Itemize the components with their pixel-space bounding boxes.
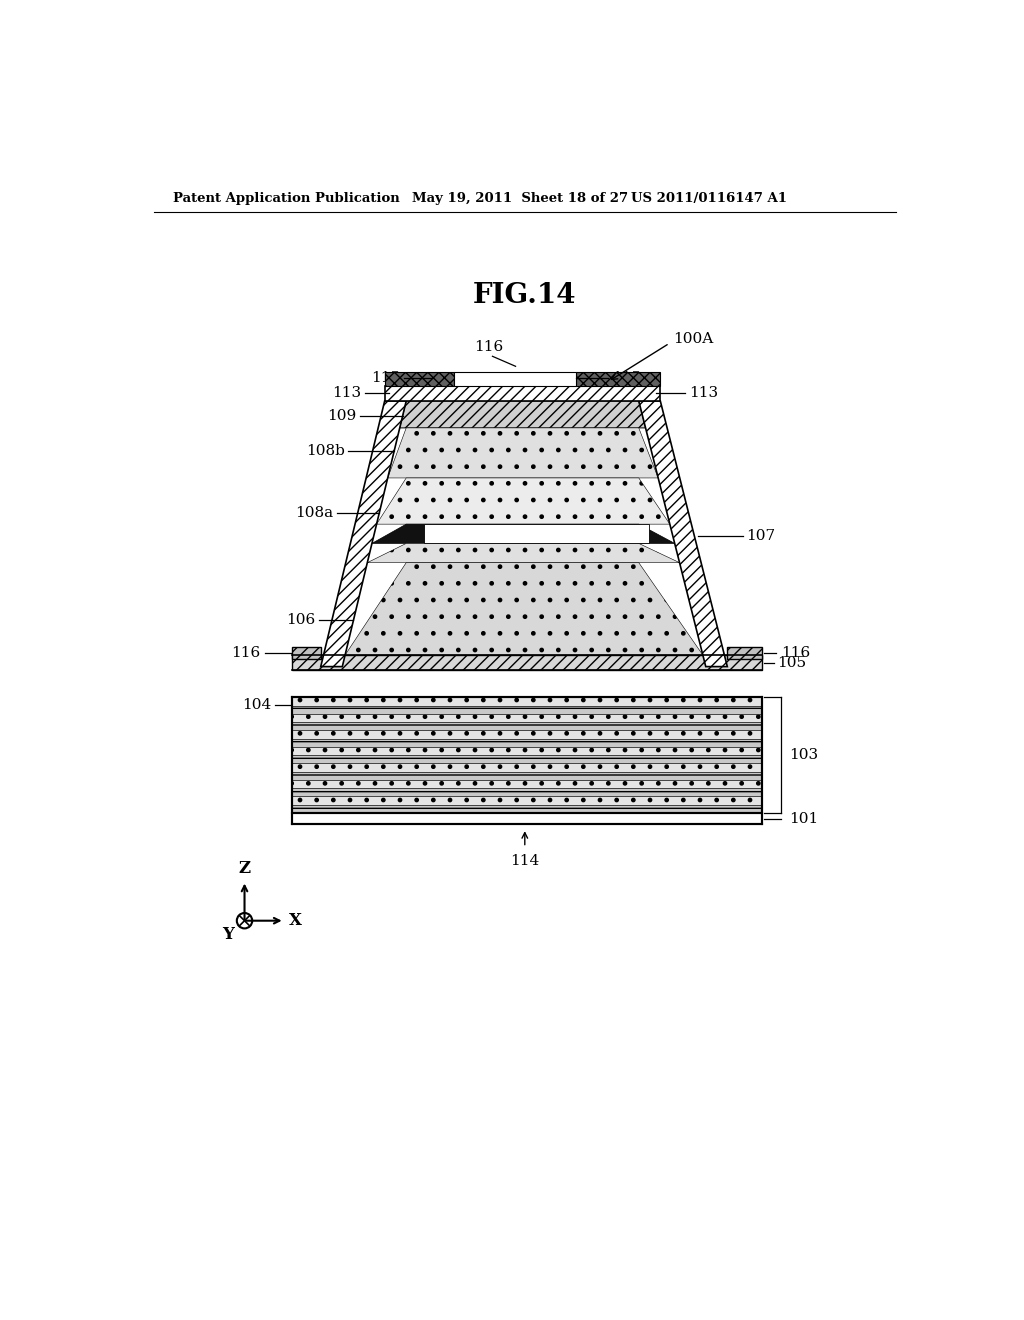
Polygon shape xyxy=(292,647,321,659)
Text: X: X xyxy=(289,912,302,929)
Bar xyxy=(292,730,762,739)
Text: 116: 116 xyxy=(230,645,260,660)
Bar xyxy=(292,697,762,813)
Polygon shape xyxy=(372,524,675,544)
Bar xyxy=(292,655,762,671)
Bar xyxy=(292,747,762,755)
Text: 115: 115 xyxy=(371,371,400,385)
Text: 116: 116 xyxy=(781,645,810,660)
Polygon shape xyxy=(368,544,680,562)
Polygon shape xyxy=(454,372,575,385)
Polygon shape xyxy=(727,647,762,659)
Text: 108b: 108b xyxy=(306,444,345,458)
Bar xyxy=(292,780,762,788)
Polygon shape xyxy=(399,401,645,428)
Bar xyxy=(292,755,762,763)
Text: 109: 109 xyxy=(327,409,356,424)
Bar xyxy=(292,796,762,805)
Text: 107: 107 xyxy=(746,529,776,543)
Polygon shape xyxy=(377,478,670,524)
Text: FIG.14: FIG.14 xyxy=(473,282,577,309)
Text: 113: 113 xyxy=(333,387,361,400)
Text: 105: 105 xyxy=(777,656,807,669)
Bar xyxy=(292,722,762,730)
Polygon shape xyxy=(639,401,727,667)
Text: May 19, 2011  Sheet 18 of 27: May 19, 2011 Sheet 18 of 27 xyxy=(412,191,628,205)
Text: 100A: 100A xyxy=(674,333,714,346)
Text: 108a: 108a xyxy=(295,506,333,520)
Text: 106: 106 xyxy=(286,614,315,627)
Polygon shape xyxy=(385,385,660,401)
Bar xyxy=(292,813,762,825)
Text: Y: Y xyxy=(222,927,233,942)
Text: 114: 114 xyxy=(510,854,540,867)
Text: 116: 116 xyxy=(474,341,503,354)
Bar xyxy=(292,714,762,722)
Bar xyxy=(292,772,762,780)
Polygon shape xyxy=(575,372,660,385)
Text: 113: 113 xyxy=(689,387,718,400)
Text: Patent Application Publication: Patent Application Publication xyxy=(173,191,399,205)
Polygon shape xyxy=(321,401,407,667)
Text: Z: Z xyxy=(239,859,251,876)
Polygon shape xyxy=(424,524,649,544)
Text: 115: 115 xyxy=(611,371,641,385)
Bar xyxy=(292,697,762,706)
Bar xyxy=(292,739,762,747)
Bar xyxy=(292,805,762,813)
Bar xyxy=(292,788,762,796)
Text: 101: 101 xyxy=(788,812,818,826)
Polygon shape xyxy=(345,562,702,655)
Bar xyxy=(292,706,762,714)
Text: US 2011/0116147 A1: US 2011/0116147 A1 xyxy=(631,191,787,205)
Polygon shape xyxy=(388,428,658,478)
Bar xyxy=(292,763,762,772)
Text: 104: 104 xyxy=(243,698,271,711)
Polygon shape xyxy=(385,372,454,385)
Text: 103: 103 xyxy=(788,748,818,762)
